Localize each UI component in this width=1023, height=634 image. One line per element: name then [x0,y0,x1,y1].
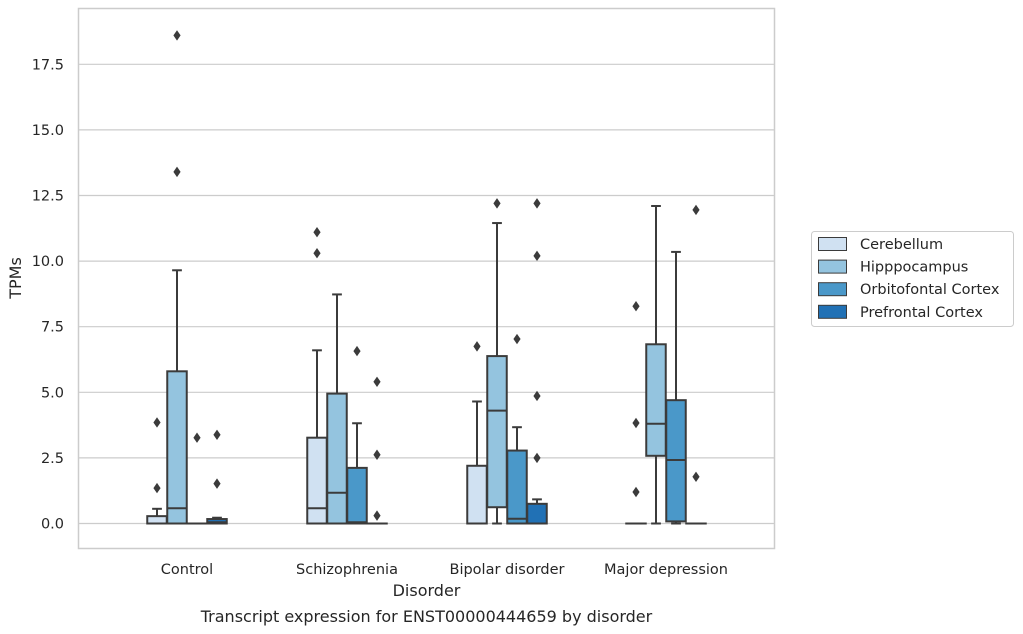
outlier-marker [533,390,541,402]
outlier-marker [513,333,521,345]
box-prefrontal-cortex-control [206,429,228,525]
box-orbitofontal-cortex-control [186,432,208,525]
box-cerebellum-bipolar-disorder [466,341,488,525]
box-prefrontal-cortex-major-depression [685,204,707,525]
y-tick-label: 10.0 [32,254,64,270]
box-body [146,515,168,525]
box-body [166,370,188,525]
x-axis-label: Disorder [393,581,461,600]
outlier-marker [692,471,700,482]
y-tick-label: 0.0 [41,517,64,533]
legend-swatch [818,259,847,274]
box-hipppocampus-control [166,30,188,525]
outlier-marker [173,166,181,178]
outlier-marker [373,376,381,388]
box-body [526,502,548,525]
outlier-marker [213,429,221,441]
x-tick-label: Major depression [604,562,728,578]
chart-caption: Transcript expression for ENST0000044465… [200,607,653,626]
outlier-marker [353,345,361,357]
legend-swatch [818,237,847,251]
y-tick-labels: 0.0 2.5 5.0 7.5 10.0 12.5 15.0 17.5 [32,57,64,532]
y-tick-label: 7.5 [41,320,64,336]
legend-frame [811,231,1014,327]
outlier-marker [533,250,541,262]
outlier-marker [213,478,221,489]
outlier-marker [632,417,640,429]
box-cerebellum-schizophrenia [306,227,328,525]
legend-swatch [818,282,847,297]
legend-swatch [818,304,847,319]
outlier-marker [373,510,381,521]
x-tick-labels: Control Schizophrenia Bipolar disorder Majo… [161,562,728,578]
box-body [506,449,528,525]
legend: Cerebellum Hipppocampus Orbitofontal Corte… [811,231,1014,327]
box-orbitofontal-cortex-bipolar-disorder [506,333,528,525]
outlier-marker [533,452,541,464]
outlier-marker [632,301,640,312]
x-tick-label: Schizophrenia [296,562,398,578]
box-hipppocampus-schizophrenia [326,293,348,525]
legend-label: Prefrontal Cortex [860,305,983,321]
y-axis-label: TPMs [6,257,25,300]
y-tick-label: 12.5 [32,189,64,205]
box-body [645,343,667,457]
legend-label: Cerebellum [860,237,943,253]
box-body [306,436,328,525]
outlier-marker [632,486,640,498]
box-orbitofontal-cortex-schizophrenia [346,345,368,525]
box-body [466,464,488,525]
box-body [326,392,348,525]
outlier-marker [493,198,501,209]
box-cerebellum-control [146,417,168,525]
y-tick-label: 5.0 [41,385,64,401]
box-orbitofontal-cortex-major-depression [665,250,687,525]
y-tick-label: 2.5 [41,451,64,467]
y-tick-label: 17.5 [32,57,64,73]
outlier-marker [153,417,161,428]
outlier-marker [373,449,381,460]
outlier-marker [692,204,700,216]
gridlines [78,63,774,525]
legend-label: Orbitofontal Cortex [860,282,1000,298]
outlier-marker [473,341,481,352]
outlier-marker [533,198,541,209]
outlier-marker [173,30,181,41]
outlier-marker [313,227,321,238]
x-tick-label: Control [161,562,213,578]
legend-label: Hipppocampus [860,260,968,276]
x-tick-label: Bipolar disorder [450,562,565,578]
box-hipppocampus-bipolar-disorder [486,198,508,525]
outlier-marker [153,482,161,494]
box-groups [146,30,707,525]
box-cerebellum-major-depression [625,301,647,525]
box-prefrontal-cortex-bipolar-disorder [526,198,548,525]
plot-area-frame [77,7,776,550]
box-body [346,466,368,525]
box-prefrontal-cortex-schizophrenia [366,376,388,525]
outlier-marker [193,432,201,443]
outlier-marker [313,248,321,259]
box-hipppocampus-major-depression [645,204,667,525]
box-body [486,355,508,509]
y-tick-label: 15.0 [32,123,64,139]
